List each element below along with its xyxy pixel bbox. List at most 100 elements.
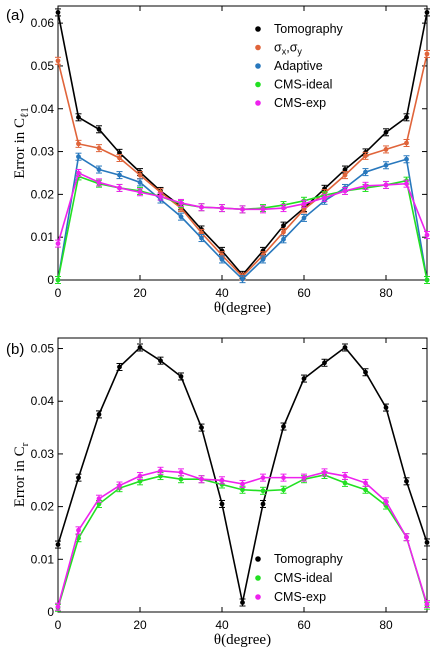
- series-cms-ideal: [55, 471, 430, 612]
- data-point: [55, 10, 61, 15]
- data-point: [424, 540, 430, 545]
- legend-item: CMS-exp: [255, 590, 326, 604]
- x-tick-label: 60: [297, 618, 311, 632]
- data-point: [363, 480, 368, 486]
- data-point: [322, 469, 327, 475]
- data-point: [260, 475, 266, 481]
- x-tick-label: 40: [215, 618, 229, 632]
- y-tick-label: 0.05: [31, 59, 55, 73]
- y-tick-label: 0.02: [31, 500, 55, 514]
- data-point: [424, 277, 430, 283]
- x-tick-label: 40: [215, 286, 229, 300]
- data-point: [281, 229, 286, 235]
- data-point: [137, 478, 143, 484]
- x-tick-label: 80: [379, 618, 393, 632]
- plot-frame: [57, 5, 428, 281]
- data-point: [404, 114, 409, 120]
- data-point: [281, 475, 286, 481]
- data-point: [240, 487, 245, 493]
- data-point: [96, 126, 102, 132]
- legend-label: CMS-exp: [274, 590, 326, 604]
- x-tick-label: 0: [55, 618, 62, 632]
- chart-panel-a: 0 20 40 60 80 0 0.01 0.02 0.03 0.04 0.05 0.06 θ(degr…: [6, 5, 430, 316]
- data-point: [137, 179, 143, 185]
- data-point: [281, 205, 286, 211]
- data-point: [342, 167, 348, 172]
- data-point: [424, 232, 430, 238]
- legend-label: Tomography: [274, 552, 344, 566]
- data-point: [199, 425, 204, 430]
- series-tomography: [55, 8, 430, 279]
- data-point: [404, 478, 409, 484]
- data-point: [76, 141, 81, 147]
- data-point: [55, 241, 61, 247]
- data-point: [96, 145, 102, 151]
- data-point: [281, 236, 286, 242]
- series-line: [57, 346, 428, 603]
- series-line: [57, 12, 428, 277]
- data-point: [76, 114, 81, 120]
- data-point: [137, 172, 143, 178]
- x-tick-label: 80: [379, 286, 393, 300]
- data-point: [383, 498, 389, 504]
- legend-label: Adaptive: [274, 59, 323, 73]
- series-cms-ideal: [55, 172, 430, 284]
- data-point: [281, 424, 286, 429]
- data-point: [219, 501, 225, 507]
- series-cms-exp: [55, 466, 430, 611]
- data-point: [363, 183, 368, 189]
- data-point: [117, 155, 122, 161]
- legend-marker: [255, 594, 261, 600]
- x-tick-label: 60: [297, 286, 311, 300]
- data-point: [281, 223, 286, 229]
- data-point: [301, 475, 307, 481]
- data-point: [240, 600, 245, 605]
- data-point: [363, 153, 368, 159]
- x-axis-title: θ(degree): [214, 632, 271, 648]
- series-line: [57, 474, 428, 609]
- x-tick-label: 20: [133, 618, 147, 632]
- data-point: [342, 188, 348, 194]
- series-line: [57, 155, 428, 281]
- legend-item: Adaptive: [255, 59, 323, 73]
- x-axis-title: θ(degree): [214, 300, 271, 316]
- data-point: [240, 481, 245, 487]
- legend-marker: [255, 63, 261, 69]
- legend-item: Tomography: [255, 552, 344, 566]
- data-point: [260, 257, 266, 262]
- legend-marker: [255, 575, 261, 581]
- panel-label: (a): [6, 7, 24, 24]
- y-axis-title-subscript: r: [19, 442, 31, 446]
- y-axis-title-subscript: ℓ1: [19, 107, 31, 118]
- data-point: [342, 172, 348, 178]
- data-point: [424, 51, 430, 57]
- y-tick-label: 0.01: [31, 552, 55, 566]
- data-point: [383, 405, 389, 410]
- y-tick-label: 0.06: [31, 16, 55, 30]
- legend-item: Tomography: [255, 22, 344, 36]
- series-line: [57, 175, 428, 281]
- data-point: [342, 480, 348, 486]
- data-point: [383, 162, 389, 168]
- data-point: [55, 604, 61, 610]
- y-tick-label: 0.02: [31, 187, 55, 201]
- data-point: [117, 185, 122, 191]
- data-point: [137, 345, 143, 350]
- legend-marker: [255, 100, 261, 106]
- data-point: [281, 487, 286, 493]
- panel-label: (b): [6, 341, 24, 358]
- legend: Tomography σx,σy Adaptive CMS-ideal CMS-exp: [255, 22, 344, 110]
- data-point: [76, 527, 81, 533]
- y-axis-title-main: Error in C: [12, 118, 28, 179]
- data-point: [260, 206, 266, 212]
- legend-label: σx,σy: [274, 41, 302, 57]
- data-point: [158, 468, 163, 474]
- series--x-y: [55, 49, 430, 281]
- y-tick-label: 0.03: [31, 145, 55, 159]
- data-point: [260, 488, 266, 494]
- data-point: [322, 360, 327, 366]
- y-tick-label: 0.04: [31, 394, 55, 408]
- data-point: [76, 475, 81, 481]
- data-point: [178, 200, 184, 206]
